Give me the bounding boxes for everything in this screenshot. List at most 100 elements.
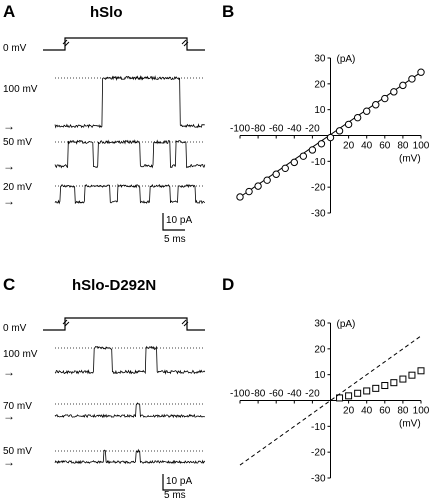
voltage-step-label-c: 0 mV — [3, 323, 27, 334]
axis-break-marks-a — [62, 39, 189, 47]
single-channel-trace-c-50 — [54, 448, 206, 465]
y-tick-label: 10 — [314, 370, 326, 381]
x-tick-label: -60 — [269, 124, 284, 135]
x-unit-label: (mV) — [399, 154, 421, 165]
axis-break-marks-c — [62, 319, 189, 327]
closed-level-arrow-c-50: → — [3, 455, 15, 469]
x-tick-label: 60 — [379, 406, 391, 417]
x-tick-label: -60 — [269, 389, 284, 400]
scale-bar-a — [162, 213, 185, 231]
panel-letter-a: A — [3, 2, 15, 21]
x-tick-label: 40 — [361, 141, 373, 152]
x-tick-label: -100 — [230, 124, 250, 135]
data-point — [326, 133, 335, 142]
data-point — [254, 182, 262, 190]
data-point — [263, 176, 271, 184]
panel-letter-c: C — [3, 275, 15, 294]
x-tick-label: 80 — [397, 406, 409, 417]
y-tick-label: 30 — [314, 54, 326, 65]
x-tick-label: 20 — [343, 141, 355, 152]
y-tick-label: -30 — [311, 209, 326, 220]
data-point — [354, 389, 362, 397]
data-point — [408, 75, 416, 83]
y-unit-label: (pA) — [337, 319, 356, 330]
y-tick-label: 20 — [314, 79, 326, 90]
data-point — [272, 170, 280, 178]
voltage-step-protocol-a — [43, 37, 205, 51]
data-point — [317, 140, 326, 148]
x-tick-label: -40 — [287, 124, 302, 135]
voltage-step-label-a: 0 mV — [3, 43, 27, 54]
y-tick-label: -20 — [311, 183, 326, 194]
panel-letter-d: D — [222, 275, 234, 294]
closed-level-arrow-a-20: → — [3, 194, 15, 208]
data-point — [336, 394, 344, 402]
closed-level-arrow-c-70: → — [3, 409, 15, 423]
trace-label-c-70: 70 mV — [3, 401, 32, 412]
x-tick-label: 40 — [361, 406, 373, 417]
trace-label-c-100: 100 mV — [3, 349, 38, 360]
x-tick-label: -40 — [287, 389, 302, 400]
trace-label-a-50: 50 mV — [3, 137, 32, 148]
x-tick-label: 60 — [379, 141, 391, 152]
data-point — [363, 107, 371, 115]
data-point — [281, 164, 289, 173]
data-point — [308, 146, 317, 154]
voltage-step-protocol-c — [43, 317, 205, 331]
y-tick-label: -10 — [311, 422, 326, 433]
y-tick-label: 20 — [314, 344, 326, 355]
data-point — [390, 379, 398, 387]
y-tick-label: -10 — [311, 157, 326, 168]
single-channel-trace-a-20 — [54, 183, 206, 205]
data-point — [344, 120, 353, 129]
panel-title-a: hSlo — [90, 4, 123, 21]
y-tick-label: 10 — [314, 105, 326, 116]
data-point — [353, 113, 362, 122]
scale-time-c: 5 ms — [164, 490, 186, 500]
data-point — [372, 384, 380, 392]
x-tick-label: 100 — [413, 141, 430, 152]
trace-label-c-50: 50 mV — [3, 446, 32, 457]
data-point — [335, 127, 344, 135]
closed-level-arrow-a-50: → — [3, 159, 15, 173]
data-point — [372, 101, 380, 109]
data-point — [381, 382, 389, 390]
data-point — [390, 88, 398, 96]
panel-letter-b: B — [222, 2, 234, 21]
data-point — [399, 81, 407, 90]
x-tick-label: -80 — [251, 389, 266, 400]
x-tick-label: 20 — [343, 406, 355, 417]
data-point — [299, 152, 308, 160]
y-tick-label: -30 — [311, 474, 326, 485]
data-point — [363, 387, 371, 395]
x-tick-label: -20 — [305, 389, 320, 400]
data-point — [417, 68, 425, 76]
x-tick-label: -100 — [230, 389, 250, 400]
closed-level-arrow-c-100: → — [3, 365, 15, 379]
data-point — [345, 392, 353, 400]
data-point — [290, 158, 298, 167]
x-tick-label: 80 — [397, 141, 409, 152]
reference-dashed-line — [239, 335, 422, 466]
y-tick-label: -20 — [311, 448, 326, 459]
x-unit-label: (mV) — [399, 419, 421, 430]
y-unit-label: (pA) — [337, 54, 356, 65]
scale-current-a: 10 pA — [166, 215, 192, 226]
y-tick-label: 30 — [314, 319, 326, 330]
data-point — [245, 187, 253, 196]
single-channel-trace-a-100 — [54, 75, 205, 129]
data-point — [381, 94, 389, 103]
single-channel-trace-a-50 — [54, 139, 206, 169]
single-channel-trace-c-70 — [54, 402, 205, 419]
x-tick-label: -20 — [305, 124, 320, 135]
scale-bar-c — [162, 474, 185, 491]
trace-label-a-20: 20 mV — [3, 182, 32, 193]
trace-label-a-100: 100 mV — [3, 84, 38, 95]
data-point — [417, 367, 425, 375]
single-channel-trace-c-100 — [54, 345, 206, 375]
data-point — [408, 371, 416, 379]
closed-level-arrow-a-100: → — [3, 119, 15, 133]
